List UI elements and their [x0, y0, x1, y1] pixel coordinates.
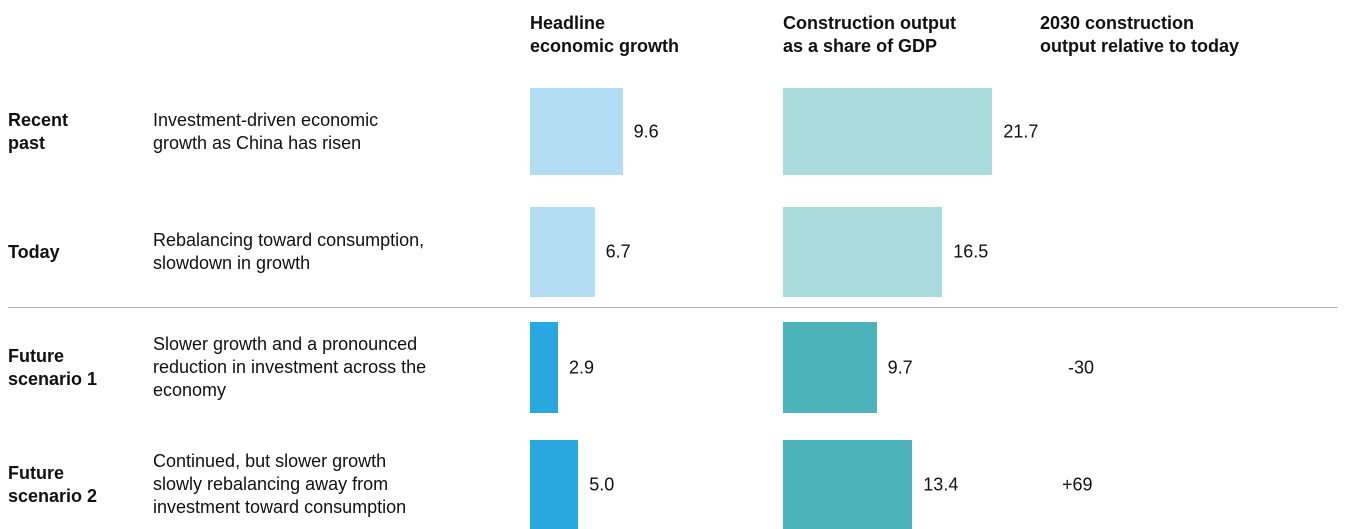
value-label: 2.9 — [568, 357, 595, 377]
value-label: 9.7 — [887, 357, 913, 377]
value-label: 13.4 — [923, 474, 959, 494]
column-header: Construction output as a share of GDP — [783, 13, 956, 56]
bar — [530, 88, 623, 175]
row-description: Investment-driven economic growth as Chi… — [153, 109, 379, 153]
bar — [783, 88, 993, 175]
value-label: 5.0 — [589, 474, 615, 494]
bar — [783, 322, 877, 413]
value-label: 6.7 — [605, 241, 631, 262]
column-header: 2030 construction output relative to tod… — [1040, 13, 1240, 56]
bar — [783, 207, 943, 297]
bar — [530, 440, 579, 529]
row-description: Rebalancing toward consumption, slowdown… — [153, 230, 425, 273]
divider — [8, 307, 1338, 308]
bar — [783, 440, 913, 529]
row-description: Slower growth and a pronounced reduction… — [153, 334, 427, 400]
row-label: Today — [8, 241, 60, 262]
relative-value: -30 — [1068, 357, 1095, 377]
value-label: 9.6 — [633, 121, 659, 141]
column-header: Headline economic growth — [530, 13, 680, 56]
bar — [530, 322, 558, 413]
row-label: Future scenario 2 — [8, 462, 98, 506]
row-description: Continued, but slower growth slowly reba… — [153, 451, 407, 517]
value-label: 16.5 — [953, 241, 989, 262]
bar — [530, 207, 595, 297]
value-label: 21.7 — [1003, 121, 1039, 141]
relative-value: +69 — [1062, 474, 1093, 494]
row-label: Recent past — [8, 109, 69, 153]
row-label: Future scenario 1 — [8, 345, 98, 389]
